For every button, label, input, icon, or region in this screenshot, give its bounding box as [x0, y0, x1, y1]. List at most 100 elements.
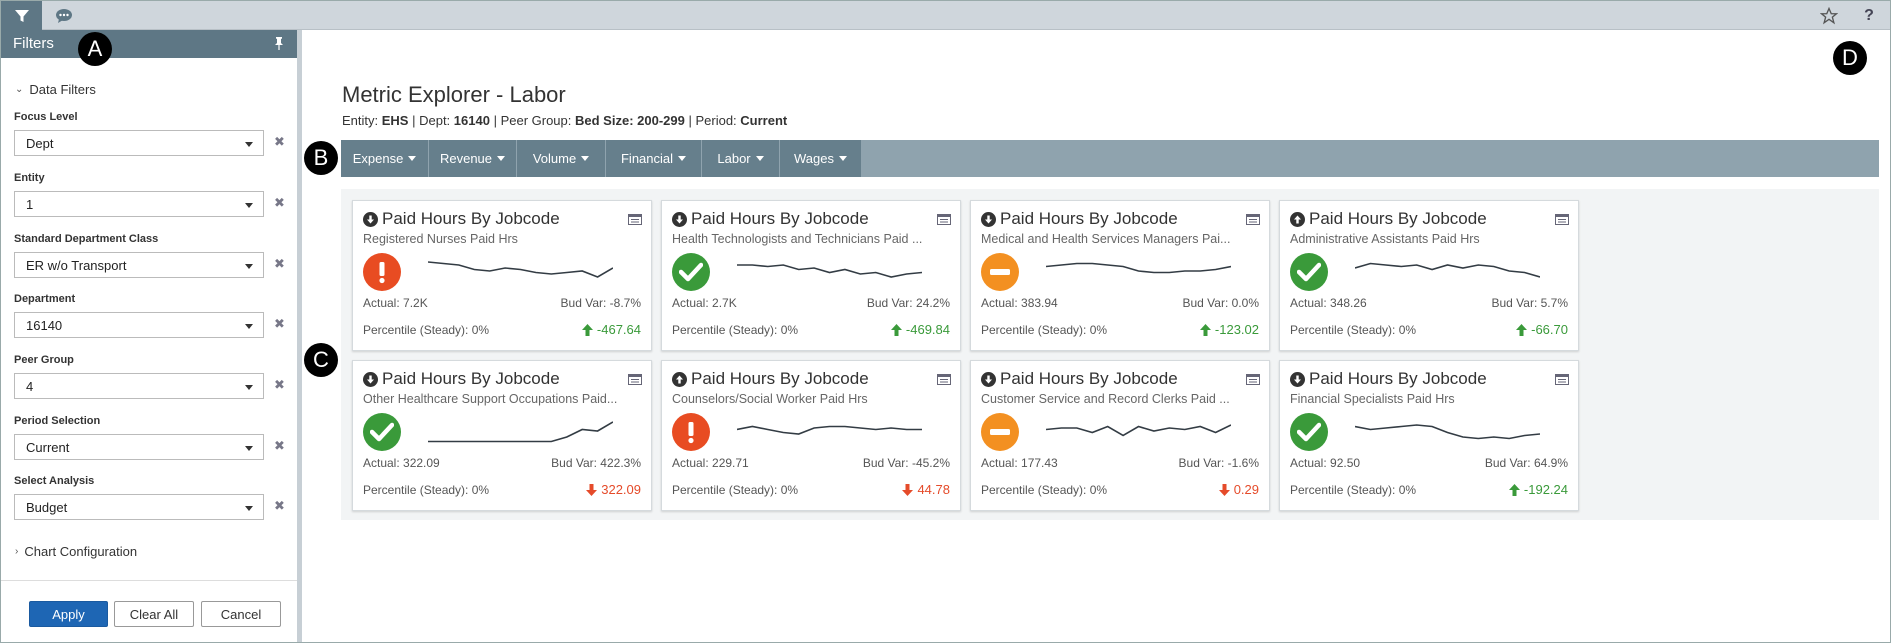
caret-down-icon: [245, 506, 253, 511]
card-menu-icon[interactable]: [628, 212, 642, 230]
delta-value: 44.78: [902, 482, 950, 497]
budget-variance: Bud Var: 24.2%: [866, 296, 950, 310]
budget-variance: Bud Var: -45.2%: [862, 456, 950, 470]
card-menu-icon[interactable]: [937, 372, 951, 390]
callout-a: A: [78, 32, 112, 66]
sparkline: [1046, 424, 1231, 437]
menu-volume[interactable]: Volume: [517, 140, 606, 177]
card-title: Paid Hours By Jobcode: [672, 369, 869, 389]
actual-value: Actual: 92.50: [1290, 456, 1361, 470]
card-title-text: Paid Hours By Jobcode: [691, 369, 869, 388]
actual-value: Actual: 7.2K: [363, 296, 428, 310]
actual-value: Actual: 322.09: [363, 456, 440, 470]
select-value: 4: [26, 379, 34, 394]
card-menu-icon[interactable]: [1246, 372, 1260, 390]
field-label: Select Analysis: [14, 475, 95, 487]
card-menu-icon[interactable]: [937, 212, 951, 230]
metric-card[interactable]: Paid Hours By Jobcode Financial Specialis…: [1279, 360, 1579, 511]
callout-c: C: [304, 343, 338, 377]
metric-card[interactable]: Paid Hours By Jobcode Medical and Health …: [970, 200, 1270, 351]
menu-expense[interactable]: Expense: [341, 140, 429, 177]
metric-card[interactable]: Paid Hours By Jobcode Customer Service an…: [970, 360, 1270, 511]
card-menu-icon[interactable]: [1246, 212, 1260, 230]
chart-configuration-label: Chart Configuration: [24, 544, 138, 559]
percentile: Percentile (Steady): 0%: [363, 323, 490, 337]
select-analysis-select[interactable]: Budget: [14, 494, 264, 520]
data-filters-toggle[interactable]: ⌄ Data Filters: [1, 82, 110, 97]
sparkline: [737, 425, 922, 435]
filter-icon[interactable]: [1, 1, 42, 30]
sparkline: [1355, 262, 1540, 278]
percentile: Percentile (Steady): 0%: [672, 483, 799, 497]
neutral-status-icon: [981, 413, 1019, 451]
arrow-up-circle-icon: [672, 371, 687, 387]
arrow-up-icon: [890, 323, 902, 336]
card-menu-icon[interactable]: [1555, 372, 1569, 390]
check-status-icon: [1290, 253, 1328, 291]
clear-icon[interactable]: ✖: [274, 134, 285, 149]
metric-card[interactable]: Paid Hours By Jobcode Administrative Assi…: [1279, 200, 1579, 351]
comment-icon[interactable]: [43, 1, 84, 30]
card-subtitle: Other Healthcare Support Occupations Pai…: [363, 392, 618, 406]
callout-b: B: [304, 141, 338, 175]
arrow-down-circle-icon: [981, 371, 996, 387]
star-icon[interactable]: [1809, 1, 1849, 30]
select-value: 16140: [26, 318, 63, 333]
card-title-text: Paid Hours By Jobcode: [382, 209, 560, 228]
clear-icon[interactable]: ✖: [274, 316, 285, 331]
filters-footer: Apply Clear All Cancel: [1, 580, 297, 642]
page-context: Entity: EHS | Dept: 16140 | Peer Group: …: [342, 113, 788, 128]
metric-card[interactable]: Paid Hours By Jobcode Registered Nurses P…: [352, 200, 652, 351]
entity-label: Entity:: [342, 113, 379, 128]
card-menu-icon[interactable]: [628, 372, 642, 390]
data-filters-label: Data Filters: [29, 82, 96, 97]
help-icon[interactable]: ?: [1864, 6, 1874, 24]
arrow-down-circle-icon: [981, 211, 996, 227]
clear-icon[interactable]: ✖: [274, 377, 285, 392]
apply-button[interactable]: Apply: [29, 601, 108, 627]
clear-icon[interactable]: ✖: [274, 256, 285, 271]
menu-labor[interactable]: Labor: [702, 140, 780, 177]
focus-level-select[interactable]: Dept: [14, 130, 264, 156]
department-select[interactable]: 16140: [14, 312, 264, 338]
clear-icon[interactable]: ✖: [274, 195, 285, 210]
check-status-icon: [672, 253, 710, 291]
check-status-icon: [363, 413, 401, 451]
clear-all-button[interactable]: Clear All: [114, 601, 194, 627]
alert-status-icon: [363, 253, 401, 291]
chart-configuration-toggle[interactable]: › Chart Configuration: [1, 544, 151, 559]
delta-value: -123.02: [1199, 322, 1259, 337]
actual-value: Actual: 2.7K: [672, 296, 737, 310]
percentile: Percentile (Steady): 0%: [672, 323, 799, 337]
top-toolbar: ?: [1, 1, 1890, 30]
actual-value: Actual: 177.43: [981, 456, 1058, 470]
standard-department-class-select[interactable]: ER w/o Transport: [14, 252, 264, 278]
caret-down-icon: [245, 446, 253, 451]
menu-wages[interactable]: Wages: [780, 140, 862, 177]
percentile: Percentile (Steady): 0%: [363, 483, 490, 497]
budget-variance: Bud Var: 422.3%: [551, 456, 641, 470]
card-menu-icon[interactable]: [1555, 212, 1569, 230]
cancel-button[interactable]: Cancel: [201, 601, 281, 627]
field-label: Department: [14, 293, 76, 305]
metric-card[interactable]: Paid Hours By Jobcode Other Healthcare Su…: [352, 360, 652, 511]
clear-icon[interactable]: ✖: [274, 438, 285, 453]
entity-select[interactable]: 1: [14, 191, 264, 217]
delta-text: -123.02: [1214, 322, 1259, 337]
delta-value: 0.29: [1218, 482, 1259, 497]
dept-label: Dept:: [419, 113, 451, 128]
menu-financial[interactable]: Financial: [606, 140, 702, 177]
metric-card[interactable]: Paid Hours By Jobcode Health Technologist…: [661, 200, 961, 351]
period-label: Period:: [695, 113, 737, 128]
pin-icon[interactable]: [273, 36, 285, 54]
clear-icon[interactable]: ✖: [274, 498, 285, 513]
budget-variance: Bud Var: 5.7%: [1491, 296, 1569, 310]
menu-revenue[interactable]: Revenue: [429, 140, 517, 177]
delta-text: -469.84: [905, 322, 950, 337]
arrow-up-icon: [1508, 483, 1520, 496]
period-selection-select[interactable]: Current: [14, 434, 264, 460]
caret-down-icon: [245, 142, 253, 147]
metric-card[interactable]: Paid Hours By Jobcode Counselors/Social W…: [661, 360, 961, 511]
peer-group-select[interactable]: 4: [14, 373, 264, 399]
chevron-right-icon: ›: [15, 546, 19, 557]
